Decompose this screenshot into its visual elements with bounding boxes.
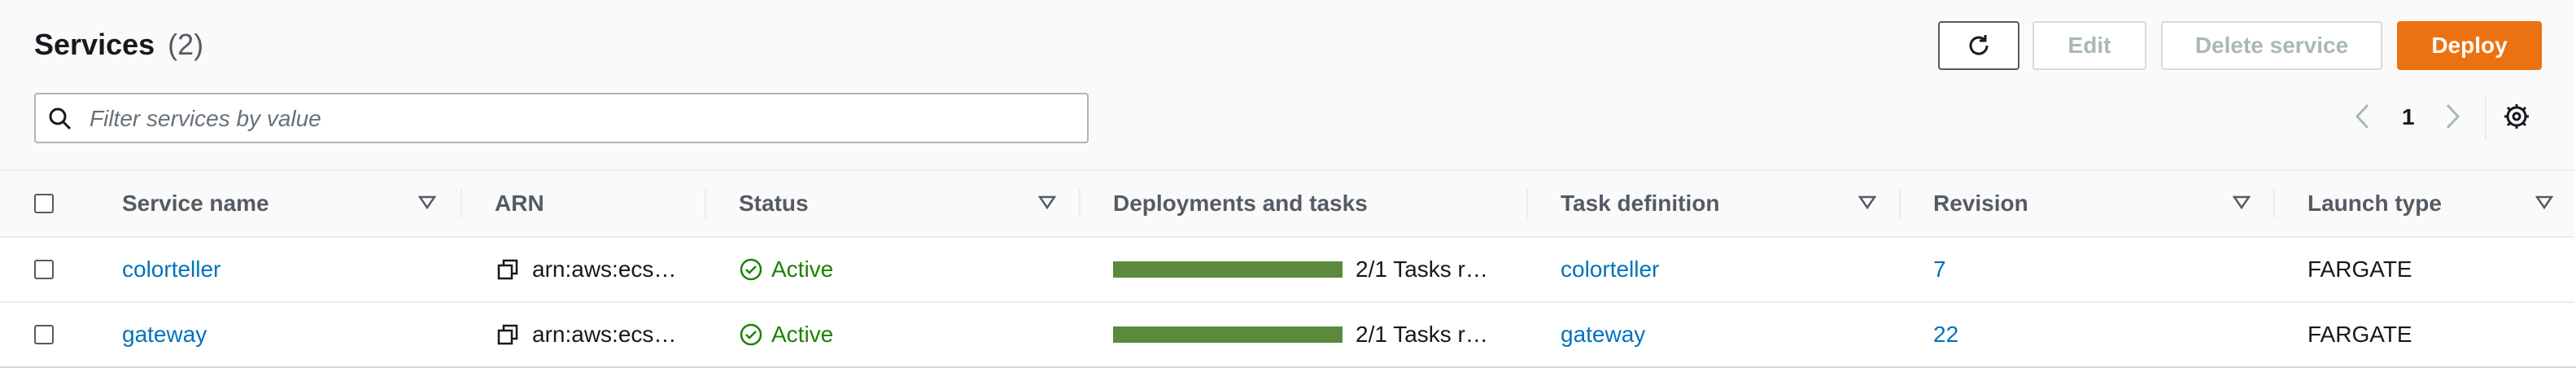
title-text: Services	[34, 28, 155, 61]
task-definition-cell: gateway	[1561, 303, 1645, 366]
revision-link[interactable]: 7	[1933, 256, 1946, 282]
arn-cell: arn:aws:ecs…	[496, 303, 676, 366]
service-name-link[interactable]: colorteller	[122, 256, 221, 282]
task-definition-link[interactable]: gateway	[1561, 322, 1646, 347]
service-name-cell: gateway	[122, 303, 207, 366]
column-header-deployments[interactable]: Deployments and tasks	[1113, 191, 1368, 216]
deploy-button[interactable]: Deploy	[2397, 21, 2542, 70]
column-header-arn[interactable]: ARN	[495, 191, 544, 216]
row-checkbox[interactable]	[34, 325, 54, 344]
pager-divider	[2485, 96, 2486, 140]
check-circle-icon	[740, 258, 762, 281]
tasks-text: 2/1 Tasks r…	[1356, 256, 1488, 282]
service-name-cell: colorteller	[122, 238, 220, 301]
row-select-cell[interactable]	[34, 303, 54, 366]
revision-cell: 7	[1933, 238, 1946, 301]
arn-text: arn:aws:ecs…	[532, 256, 677, 282]
delete-service-button[interactable]: Delete service	[2161, 21, 2382, 70]
deployments-cell: 2/1 Tasks r…	[1113, 238, 1488, 301]
arn-cell: arn:aws:ecs…	[496, 238, 676, 301]
select-all-checkbox[interactable]	[34, 194, 54, 213]
table-row: gateway arn:aws:ecs… Active 2/1 Tasks r……	[0, 301, 2574, 366]
arn-text: arn:aws:ecs…	[532, 322, 677, 347]
status-cell: Active	[739, 238, 833, 301]
column-divider	[461, 189, 462, 218]
deployments-cell: 2/1 Tasks r…	[1113, 303, 1488, 366]
table-row: colorteller arn:aws:ecs… Active 2/1 Task…	[0, 236, 2574, 301]
column-header-task-definition[interactable]: Task definition	[1561, 191, 1720, 216]
sort-caret-icon[interactable]	[418, 195, 436, 210]
column-header-service-name[interactable]: Service name	[122, 191, 269, 216]
task-definition-cell: colorteller	[1561, 238, 1659, 301]
edit-button[interactable]: Edit	[2032, 21, 2146, 70]
launch-type-cell: FARGATE	[2307, 256, 2412, 282]
sort-caret-icon[interactable]	[2535, 195, 2553, 210]
tasks-text: 2/1 Tasks r…	[1356, 322, 1488, 347]
revision-cell: 22	[1933, 303, 1958, 366]
row-checkbox[interactable]	[34, 260, 54, 279]
current-page-number[interactable]: 1	[2402, 104, 2415, 129]
tasks-progress-bar	[1113, 261, 1343, 278]
column-header-launch-type[interactable]: Launch type	[2307, 191, 2442, 216]
column-header-status[interactable]: Status	[739, 191, 809, 216]
service-count: (2)	[168, 28, 204, 61]
search-icon	[49, 107, 72, 130]
status-text: Active	[771, 256, 834, 282]
sort-caret-icon[interactable]	[1038, 195, 1056, 210]
check-circle-icon	[740, 323, 762, 346]
services-header: Services (2) Edit Delete service Deploy …	[0, 0, 2574, 169]
chevron-right-icon[interactable]	[2443, 103, 2462, 130]
status-text: Active	[771, 322, 834, 347]
sort-caret-icon[interactable]	[1858, 195, 1876, 210]
settings-gear-icon[interactable]	[2503, 103, 2530, 130]
column-divider	[1079, 189, 1081, 218]
page-title: Services (2)	[34, 28, 203, 62]
refresh-button[interactable]	[1938, 21, 2019, 70]
sort-caret-icon[interactable]	[2233, 195, 2251, 210]
copy-icon[interactable]	[496, 258, 519, 281]
select-all-cell[interactable]	[34, 171, 54, 236]
service-name-link[interactable]: gateway	[122, 322, 207, 347]
launch-type-cell: FARGATE	[2307, 322, 2412, 347]
copy-icon[interactable]	[496, 323, 519, 346]
column-divider	[1526, 189, 1528, 218]
refresh-icon	[1969, 35, 1989, 55]
filter-input[interactable]	[88, 101, 1068, 137]
filter-field[interactable]	[34, 93, 1089, 143]
column-divider	[1899, 189, 1901, 218]
column-divider	[2273, 189, 2275, 218]
status-cell: Active	[739, 303, 833, 366]
column-divider	[705, 189, 706, 218]
task-definition-link[interactable]: colorteller	[1561, 256, 1660, 282]
row-select-cell[interactable]	[34, 238, 54, 301]
chevron-left-icon[interactable]	[2353, 103, 2373, 130]
revision-link[interactable]: 22	[1933, 322, 1959, 347]
table-header-row: Service name ARN Status Deployments and …	[0, 169, 2574, 238]
column-header-revision[interactable]: Revision	[1933, 191, 2028, 216]
tasks-progress-bar	[1113, 326, 1343, 343]
